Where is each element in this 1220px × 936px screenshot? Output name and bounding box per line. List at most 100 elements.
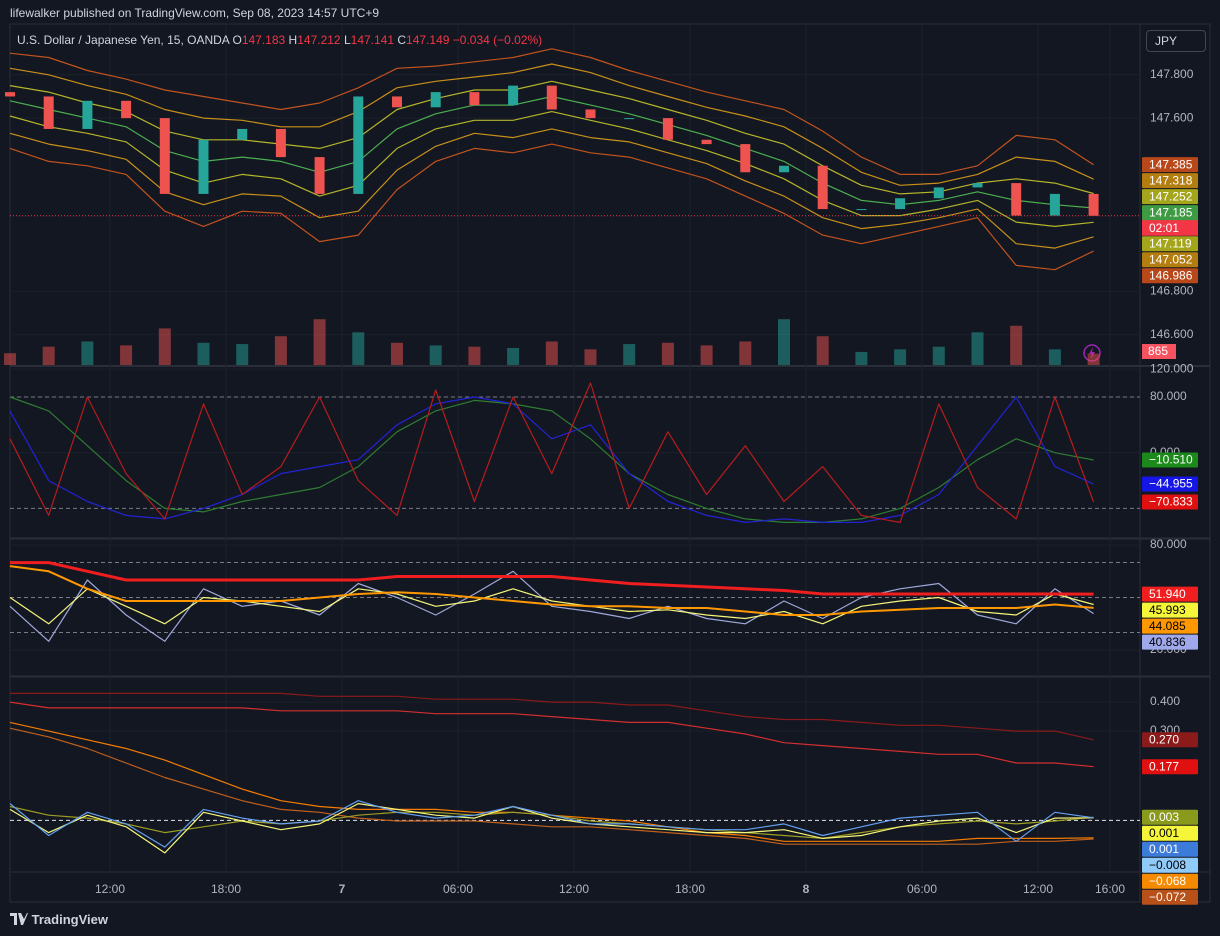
price-badge bbox=[1142, 189, 1198, 205]
volume-bar bbox=[158, 328, 171, 365]
y-tick-label: 80.000 bbox=[1150, 537, 1187, 551]
price-badge-label: 147.052 bbox=[1149, 252, 1193, 266]
volume-bar bbox=[236, 344, 249, 365]
currency-button[interactable]: JPY bbox=[1146, 30, 1206, 52]
price-badge bbox=[1142, 759, 1198, 775]
candle bbox=[392, 96, 402, 108]
candle bbox=[895, 198, 906, 210]
countdown-label: 02:01 bbox=[1149, 221, 1179, 235]
brand-logo bbox=[10, 913, 28, 925]
price-badge bbox=[1142, 173, 1198, 189]
price-badge-label: 147.252 bbox=[1149, 189, 1193, 203]
price-badge bbox=[1142, 268, 1198, 284]
series-line bbox=[9, 382, 1095, 523]
y-tick-label: 80.000 bbox=[1150, 389, 1187, 403]
time-label: 12:00 bbox=[1023, 882, 1053, 896]
series-line bbox=[9, 800, 1094, 848]
series-line bbox=[10, 692, 1094, 741]
price-badge-label: 45.993 bbox=[1149, 603, 1186, 617]
series-line bbox=[9, 128, 1094, 249]
alert-bolt bbox=[1089, 347, 1095, 359]
volume-bar bbox=[623, 344, 636, 365]
candle bbox=[972, 183, 983, 188]
candle bbox=[159, 118, 170, 194]
volume-bar bbox=[1087, 353, 1100, 365]
candle bbox=[469, 92, 480, 106]
c-label: C bbox=[397, 33, 407, 47]
change: −0.034 (−0.02%) bbox=[452, 33, 543, 47]
volume-bar bbox=[1010, 325, 1023, 365]
volume-bar bbox=[855, 351, 868, 365]
candle bbox=[275, 128, 286, 158]
price-badge bbox=[1142, 634, 1198, 650]
volume-bar bbox=[391, 342, 403, 365]
y-tick-label: 120.000 bbox=[1150, 361, 1194, 375]
volume-bar bbox=[507, 348, 520, 365]
brand: TradingView bbox=[10, 912, 108, 927]
volume-bar bbox=[429, 345, 442, 365]
candle bbox=[1088, 193, 1099, 216]
price-badge bbox=[1142, 618, 1198, 634]
candle bbox=[546, 85, 557, 110]
time-label: 8 bbox=[803, 882, 810, 896]
price-badge-label: 0.001 bbox=[1149, 826, 1179, 840]
volume-bar bbox=[352, 332, 365, 365]
series-line bbox=[9, 63, 1094, 186]
high: 147.212 bbox=[297, 33, 341, 47]
time-label: 18:00 bbox=[675, 882, 705, 896]
series-line bbox=[10, 561, 1094, 596]
y-tick-label: 146.800 bbox=[1150, 284, 1194, 298]
time-label: 06:00 bbox=[907, 882, 937, 896]
series-line bbox=[9, 701, 1094, 768]
close: 147.149 bbox=[406, 33, 450, 47]
price-badge bbox=[1142, 825, 1198, 841]
volume-bar bbox=[313, 319, 326, 365]
open: 147.183 bbox=[241, 33, 286, 47]
price-badge-label: −0.068 bbox=[1149, 874, 1186, 888]
candle bbox=[82, 100, 93, 129]
y-tick-label: 147.600 bbox=[1150, 110, 1194, 124]
series-line bbox=[9, 396, 1094, 523]
volume-bar bbox=[816, 336, 829, 365]
candle bbox=[662, 118, 673, 140]
price-badge-label: 44.085 bbox=[1149, 619, 1186, 633]
series-line bbox=[9, 143, 1094, 271]
volume-bar bbox=[1048, 349, 1061, 365]
candle bbox=[1049, 193, 1060, 216]
price-badge bbox=[1142, 809, 1198, 825]
time-label: 16:00 bbox=[1095, 882, 1125, 896]
candle bbox=[1011, 183, 1022, 216]
low: 147.141 bbox=[350, 33, 395, 47]
price-badge-label: −44.955 bbox=[1149, 477, 1193, 491]
volume-bar bbox=[468, 346, 481, 365]
series-line bbox=[9, 80, 1094, 195]
volume-bar bbox=[4, 353, 16, 365]
candle bbox=[817, 165, 828, 210]
candle bbox=[5, 92, 15, 97]
price-badge-label: 147.385 bbox=[1149, 157, 1193, 171]
candle bbox=[314, 157, 325, 194]
price-badge-label: 0.177 bbox=[1149, 759, 1179, 773]
candle bbox=[430, 92, 441, 108]
candle bbox=[933, 187, 944, 199]
price-badge bbox=[1142, 602, 1198, 618]
candle bbox=[43, 96, 54, 129]
series-line bbox=[9, 396, 1094, 523]
volume-bar bbox=[120, 345, 133, 365]
price-badge-label: 0.270 bbox=[1149, 732, 1179, 746]
time-label: 06:00 bbox=[443, 882, 473, 896]
candle bbox=[198, 139, 209, 194]
price-badge-label: −70.833 bbox=[1149, 495, 1193, 509]
price-badge bbox=[1142, 252, 1198, 268]
series-line bbox=[9, 588, 1094, 625]
candle bbox=[701, 139, 712, 145]
frame bbox=[9, 23, 1211, 903]
volume-bar bbox=[778, 319, 790, 365]
y-tick-label: 0.400 bbox=[1150, 694, 1180, 708]
symbol: U.S. Dollar / Japanese Yen, 15, OANDA bbox=[17, 33, 230, 47]
candle bbox=[624, 118, 635, 120]
o-label: O bbox=[232, 33, 242, 47]
volume-bar bbox=[81, 341, 94, 365]
price-badge-label: −10.510 bbox=[1149, 453, 1193, 467]
